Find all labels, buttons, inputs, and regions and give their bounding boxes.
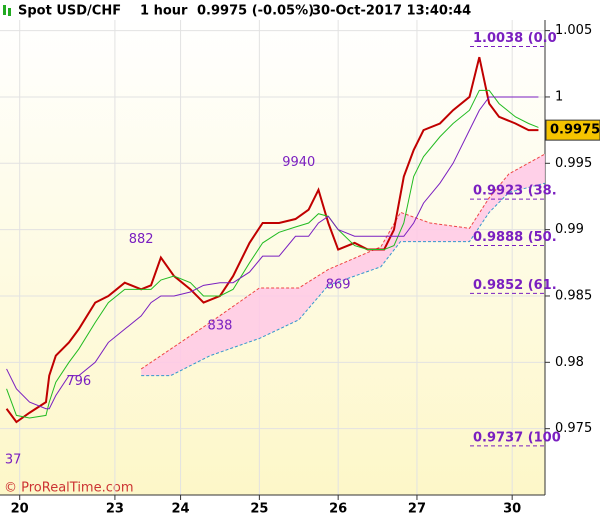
fib-label: 0.9737 (100: [473, 430, 561, 445]
fib-label: 0.9888 (50.: [473, 230, 557, 245]
fib-label: 1.0038 (0.0: [473, 31, 557, 46]
cloud-span-b: [141, 182, 546, 377]
period: 1 hour: [140, 4, 188, 19]
y-tick-label: 1: [555, 89, 563, 104]
x-tick-label: 25: [250, 502, 268, 517]
y-tick-label: 0.98: [555, 355, 584, 370]
x-tick-label: 27: [408, 502, 426, 517]
annotation: 882: [129, 232, 154, 247]
plot-area: [0, 20, 545, 495]
x-tick-label: 24: [172, 502, 190, 517]
y-tick-label: 0.985: [555, 288, 592, 303]
change: 0.9975 (-0.05%): [197, 4, 314, 19]
icon: [8, 8, 11, 16]
copyright: © ProRealTime.com: [4, 481, 134, 496]
y-tick-label: 0.995: [555, 156, 592, 171]
y-tick-label: 0.975: [555, 421, 592, 436]
series-line: [6, 89, 539, 419]
y-tick-label: 0.99: [555, 222, 584, 237]
fib-label: 0.9923 (38.: [473, 184, 557, 199]
cloud-span-a: [140, 153, 546, 370]
series-line: [5, 56, 539, 424]
x-tick-label: 30: [503, 502, 521, 517]
cloud: [141, 154, 546, 376]
annotation: 796: [66, 374, 91, 389]
x-tick-label: 23: [106, 502, 124, 517]
icon: [3, 5, 6, 15]
last-price: 0.9975: [550, 123, 600, 138]
series-line: [6, 96, 539, 410]
annotation: 37: [5, 452, 22, 467]
x-tick-label: 20: [11, 502, 29, 517]
symbol: Spot USD/CHF: [18, 4, 121, 19]
annotation: 838: [208, 318, 233, 333]
y-tick-label: 1.005: [555, 23, 592, 38]
timestamp: 30-Oct-2017 13:40:44: [312, 4, 471, 19]
x-tick-label: 26: [329, 502, 347, 517]
annotation: 9940: [282, 155, 315, 170]
annotation: 869: [326, 277, 351, 292]
fib-label: 0.9852 (61.: [473, 278, 557, 293]
last-price-box: [545, 119, 600, 141]
